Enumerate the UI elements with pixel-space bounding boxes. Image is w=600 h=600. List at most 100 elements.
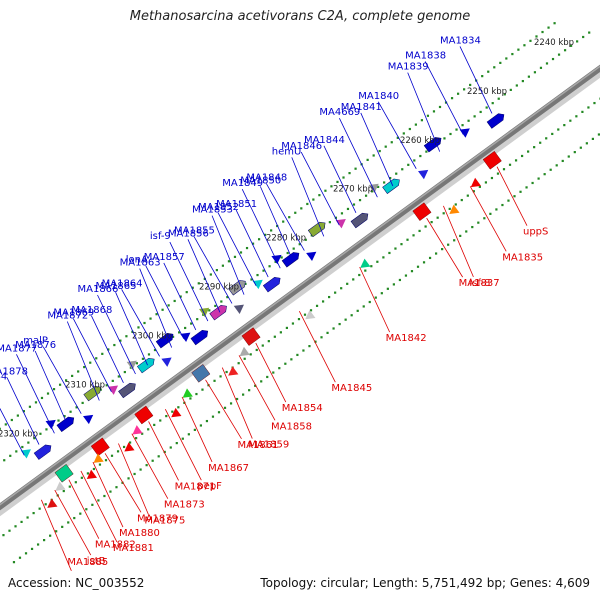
reverse-gene-mark[interactable] xyxy=(468,177,482,191)
reverse-gene-mark[interactable] xyxy=(84,469,98,483)
gene-label-ma1857[interactable]: MA1857 xyxy=(144,252,185,263)
gene-label-ma1882[interactable]: MA1882 xyxy=(95,540,136,551)
forward-gene-mark[interactable] xyxy=(271,251,284,265)
forward-gene-mark[interactable] xyxy=(107,381,121,395)
gene-label-ma1852[interactable]: MA1852 xyxy=(198,202,239,213)
forward-gene-mark[interactable] xyxy=(126,357,140,370)
gene-label-ma1878[interactable]: MA1878 xyxy=(0,367,28,378)
forward-gene-mark[interactable] xyxy=(118,381,138,399)
gene-label-ma1876[interactable]: MA1876 xyxy=(15,340,56,351)
gene-label-ma1834[interactable]: MA1834 xyxy=(440,35,481,46)
gene-label-ma1884[interactable]: MA1884 xyxy=(0,371,7,382)
gene-label-ma1869[interactable]: MA1869 xyxy=(53,308,94,319)
gene-label-ma1881[interactable]: MA1881 xyxy=(113,543,154,554)
reverse-gene-mark[interactable] xyxy=(91,453,104,467)
gene-label-ma1863[interactable]: MA1863 xyxy=(120,258,161,269)
forward-gene-mark[interactable] xyxy=(161,353,174,367)
gene-label-ma1853[interactable]: MA1853 xyxy=(192,205,233,216)
forward-gene-mark[interactable] xyxy=(45,416,59,430)
gene-label-ma1840[interactable]: MA1840 xyxy=(358,91,399,102)
gene-label-ma1871[interactable]: MA1871 xyxy=(175,481,216,492)
gene-label-ma4669[interactable]: MA4669 xyxy=(319,107,360,118)
gene-label-ma1880[interactable]: MA1880 xyxy=(119,528,160,539)
gene-label-isf-9[interactable]: isf-9 xyxy=(150,231,171,242)
forward-gene-mark[interactable] xyxy=(190,328,210,346)
gene-label-ma1864[interactable]: MA1864 xyxy=(102,278,143,289)
reverse-gene-mark[interactable] xyxy=(129,425,143,438)
gene-label-ma1854[interactable]: MA1854 xyxy=(282,403,323,414)
reverse-gene-mark[interactable] xyxy=(134,405,154,425)
reverse-gene-mark[interactable] xyxy=(446,204,460,218)
forward-gene-mark[interactable] xyxy=(136,356,156,374)
gene-label-ma1875[interactable]: MA1875 xyxy=(144,515,185,526)
forward-gene-mark[interactable] xyxy=(350,211,370,229)
gene-label-ma1885[interactable]: MA1885 xyxy=(67,557,108,568)
gene-label-ma1842[interactable]: MA1842 xyxy=(386,333,427,344)
gene-label-ma1858[interactable]: MA1858 xyxy=(271,421,312,432)
gene-label-ma1841[interactable]: MA1841 xyxy=(341,102,382,113)
reverse-gene-mark[interactable] xyxy=(54,464,74,483)
gene-label-hemu[interactable]: hemU xyxy=(272,146,302,157)
gene-label-isf-8[interactable]: isf-8 xyxy=(469,278,490,289)
forward-gene-mark[interactable] xyxy=(233,301,247,314)
forward-gene-mark[interactable] xyxy=(335,215,349,229)
gene-label-ma1865[interactable]: MA1865 xyxy=(96,281,137,292)
gene-label-ma1838[interactable]: MA1838 xyxy=(405,50,446,61)
forward-gene-mark[interactable] xyxy=(180,329,193,342)
gene-label-ma1877[interactable]: MA1877 xyxy=(0,343,37,354)
forward-gene-mark[interactable] xyxy=(486,111,506,129)
forward-gene-mark[interactable] xyxy=(56,415,76,433)
forward-gene-mark[interactable] xyxy=(281,250,301,268)
reverse-gene-mark[interactable] xyxy=(121,442,135,455)
forward-gene-mark[interactable] xyxy=(459,124,473,138)
gene-label-ma1835[interactable]: MA1835 xyxy=(502,252,543,263)
gene-label-ma1872[interactable]: MA1872 xyxy=(47,310,88,321)
gene-label-ma1855[interactable]: MA1855 xyxy=(174,225,215,236)
forward-gene-mark[interactable] xyxy=(33,442,53,460)
gene-label-ma1844[interactable]: MA1844 xyxy=(304,135,345,146)
gene-label-ma1848[interactable]: MA1848 xyxy=(246,173,287,184)
gene-label-malp[interactable]: malP xyxy=(23,336,48,347)
gene-label-lona[interactable]: lonA xyxy=(126,255,148,266)
gene-label-ma1849[interactable]: MA1849 xyxy=(222,178,263,189)
reverse-gene-mark[interactable] xyxy=(90,437,110,457)
forward-gene-mark[interactable] xyxy=(418,166,431,180)
forward-gene-mark[interactable] xyxy=(20,445,34,459)
reverse-gene-mark[interactable] xyxy=(241,327,261,346)
forward-gene-mark[interactable] xyxy=(382,177,402,194)
forward-gene-mark[interactable] xyxy=(252,276,266,290)
gene-label-ma1839[interactable]: MA1839 xyxy=(388,62,429,73)
reverse-gene-mark[interactable] xyxy=(52,481,66,494)
forward-gene-mark[interactable] xyxy=(368,180,382,194)
gene-label-istb[interactable]: istB xyxy=(87,556,106,567)
forward-gene-mark[interactable] xyxy=(199,304,212,318)
forward-gene-mark[interactable] xyxy=(83,384,103,402)
forward-gene-mark[interactable] xyxy=(423,135,443,153)
reverse-gene-mark[interactable] xyxy=(225,366,239,379)
gene-label-ma1837[interactable]: MA1837 xyxy=(459,278,500,289)
forward-gene-mark[interactable] xyxy=(306,248,319,262)
reverse-gene-mark[interactable] xyxy=(44,498,58,512)
reverse-gene-mark[interactable] xyxy=(412,202,432,221)
reverse-gene-mark[interactable] xyxy=(180,388,193,401)
gene-label-ma1845[interactable]: MA1845 xyxy=(331,383,372,394)
gene-label-upps[interactable]: uppS xyxy=(523,227,548,238)
reverse-gene-mark[interactable] xyxy=(482,150,502,170)
forward-gene-mark[interactable] xyxy=(209,303,229,321)
gene-label-ma1850[interactable]: MA1850 xyxy=(240,175,281,186)
forward-gene-mark[interactable] xyxy=(82,411,96,425)
gene-label-ma1873[interactable]: MA1873 xyxy=(164,500,205,511)
gene-label-ma1861[interactable]: MA1861 xyxy=(238,440,279,451)
reverse-gene-mark[interactable] xyxy=(191,364,211,383)
gene-label-ma1851[interactable]: MA1851 xyxy=(216,199,257,210)
reverse-gene-mark[interactable] xyxy=(237,346,250,360)
gene-label-ma1879[interactable]: MA1879 xyxy=(137,513,178,524)
forward-gene-mark[interactable] xyxy=(228,278,248,296)
gene-label-ma1866[interactable]: MA1866 xyxy=(77,284,118,295)
gene-label-ma1868[interactable]: MA1868 xyxy=(71,305,112,316)
gene-label-ma1846[interactable]: MA1846 xyxy=(281,141,322,152)
reverse-gene-mark[interactable] xyxy=(302,309,316,323)
gene-label-ma1867[interactable]: MA1867 xyxy=(208,463,249,474)
reverse-gene-mark[interactable] xyxy=(357,258,371,272)
